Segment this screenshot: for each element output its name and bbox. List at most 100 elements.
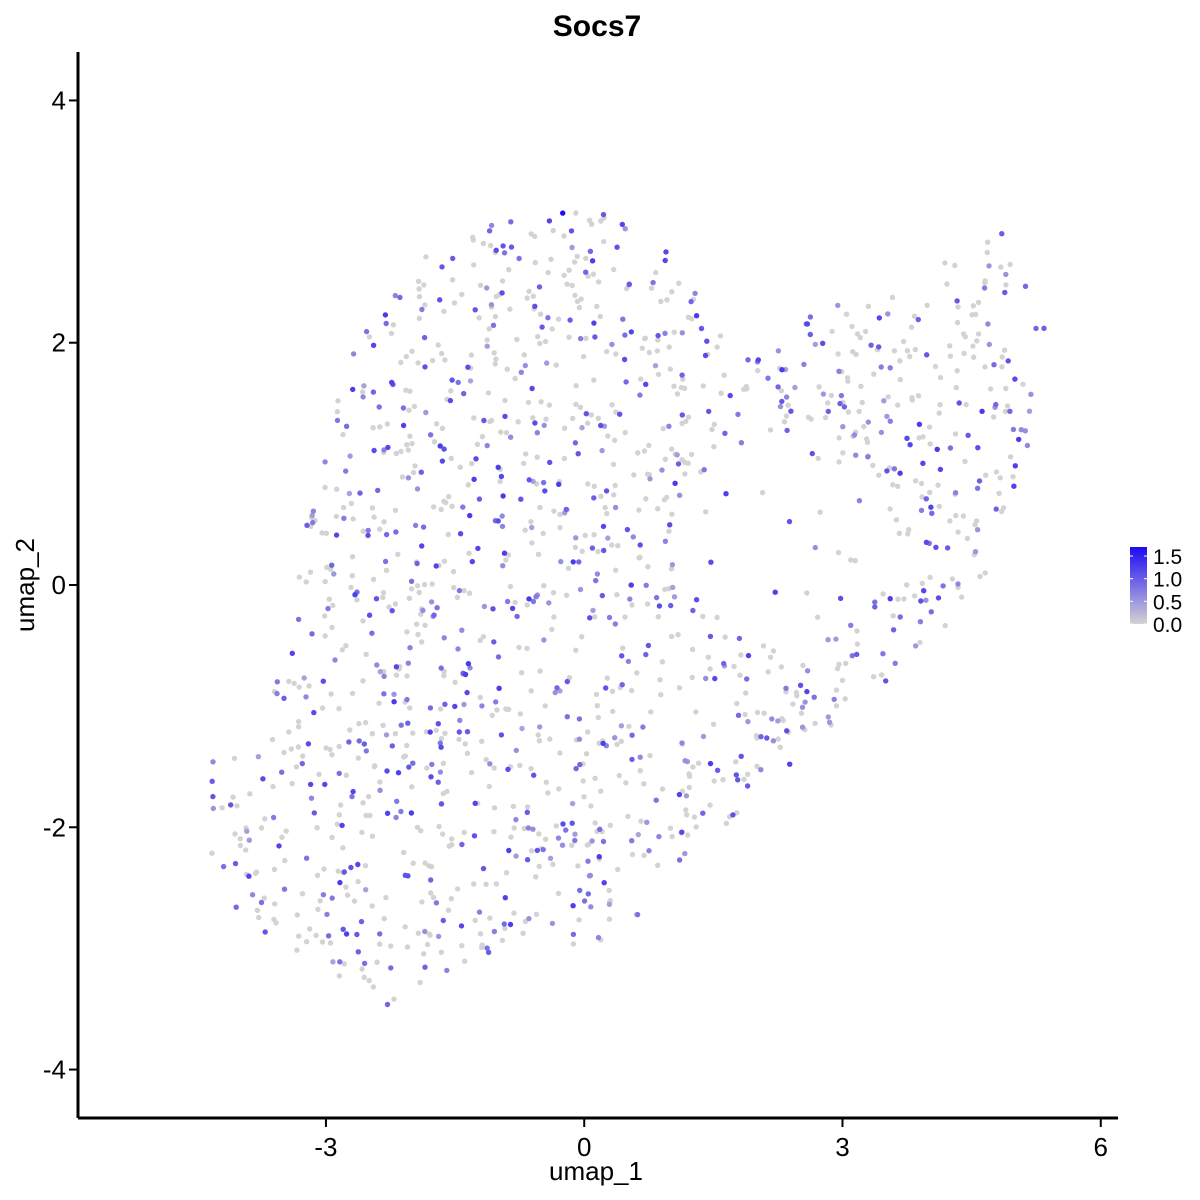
data-point	[599, 447, 605, 454]
data-point	[812, 720, 818, 727]
data-point	[374, 959, 380, 965]
x-tick-label: 3	[835, 1132, 849, 1162]
data-point	[783, 394, 790, 400]
data-point	[712, 675, 718, 682]
data-point	[718, 390, 724, 396]
data-point	[825, 408, 831, 415]
data-point	[912, 643, 919, 649]
data-point	[347, 453, 353, 459]
data-point	[274, 690, 280, 697]
data-point	[777, 403, 784, 410]
data-point	[984, 249, 990, 256]
data-point	[684, 812, 690, 818]
data-point	[666, 423, 672, 429]
data-point	[741, 776, 747, 782]
data-point	[999, 231, 1005, 237]
data-point	[521, 460, 527, 467]
data-point	[537, 668, 543, 674]
data-point	[679, 330, 685, 336]
data-point	[262, 816, 268, 822]
y-tick-label: 0	[52, 570, 66, 600]
data-point	[647, 476, 653, 482]
data-point	[662, 257, 668, 264]
data-point	[637, 754, 643, 760]
data-point	[666, 344, 672, 350]
data-point	[487, 242, 494, 249]
data-point	[369, 833, 376, 839]
data-point	[887, 506, 893, 512]
data-point	[659, 467, 665, 473]
colorbar-tick-label: 1.0	[1153, 569, 1182, 592]
data-point	[761, 710, 767, 716]
data-point	[555, 316, 562, 322]
data-point	[883, 678, 889, 684]
data-point	[568, 228, 575, 234]
data-point	[410, 860, 416, 866]
data-point	[389, 379, 395, 386]
data-point	[384, 421, 391, 427]
data-point	[507, 306, 513, 312]
data-point	[620, 316, 626, 322]
data-point	[963, 401, 969, 408]
data-point	[624, 285, 630, 292]
data-point	[366, 334, 373, 340]
data-point	[670, 584, 676, 591]
data-point	[563, 592, 570, 598]
data-point	[706, 408, 712, 415]
data-point	[804, 668, 811, 674]
data-point	[916, 421, 923, 427]
data-point	[477, 931, 484, 937]
data-point	[615, 543, 621, 549]
data-point	[406, 764, 412, 770]
data-point	[658, 692, 664, 698]
data-point	[683, 793, 690, 799]
data-point	[814, 614, 821, 620]
data-point	[1004, 403, 1011, 409]
data-point	[414, 824, 421, 830]
data-point	[1041, 325, 1047, 331]
data-point	[365, 793, 372, 800]
data-point	[901, 338, 907, 345]
data-point	[341, 515, 347, 521]
data-point	[508, 219, 514, 225]
data-point	[438, 801, 445, 807]
data-point	[516, 255, 522, 262]
data-point	[745, 357, 751, 363]
data-point	[272, 901, 278, 907]
data-point	[380, 594, 386, 601]
data-point	[405, 475, 412, 481]
colorbar	[1130, 547, 1147, 624]
data-point	[972, 549, 979, 555]
data-point	[483, 756, 489, 763]
data-point	[613, 567, 619, 573]
data-point	[461, 390, 467, 397]
data-point	[524, 804, 531, 810]
data-point	[758, 734, 764, 740]
data-point	[575, 451, 581, 457]
data-point	[367, 812, 373, 819]
data-point	[895, 402, 901, 408]
data-point	[370, 342, 377, 348]
data-point	[355, 755, 361, 761]
data-point	[872, 604, 878, 610]
data-point	[566, 334, 572, 340]
data-point	[407, 645, 413, 651]
data-point	[609, 542, 615, 548]
data-point	[636, 507, 642, 513]
data-point	[656, 833, 662, 840]
data-point	[439, 350, 445, 357]
data-point	[307, 781, 314, 788]
data-point	[741, 386, 747, 392]
data-point	[675, 632, 681, 638]
data-point	[334, 417, 341, 424]
data-point	[360, 394, 366, 400]
data-point	[584, 842, 590, 848]
data-point	[391, 699, 397, 705]
data-point	[884, 413, 890, 420]
data-point	[734, 700, 740, 707]
data-point	[783, 685, 789, 691]
data-point	[232, 860, 239, 867]
data-point	[421, 334, 428, 341]
data-point	[322, 613, 328, 619]
data-point	[878, 672, 885, 678]
